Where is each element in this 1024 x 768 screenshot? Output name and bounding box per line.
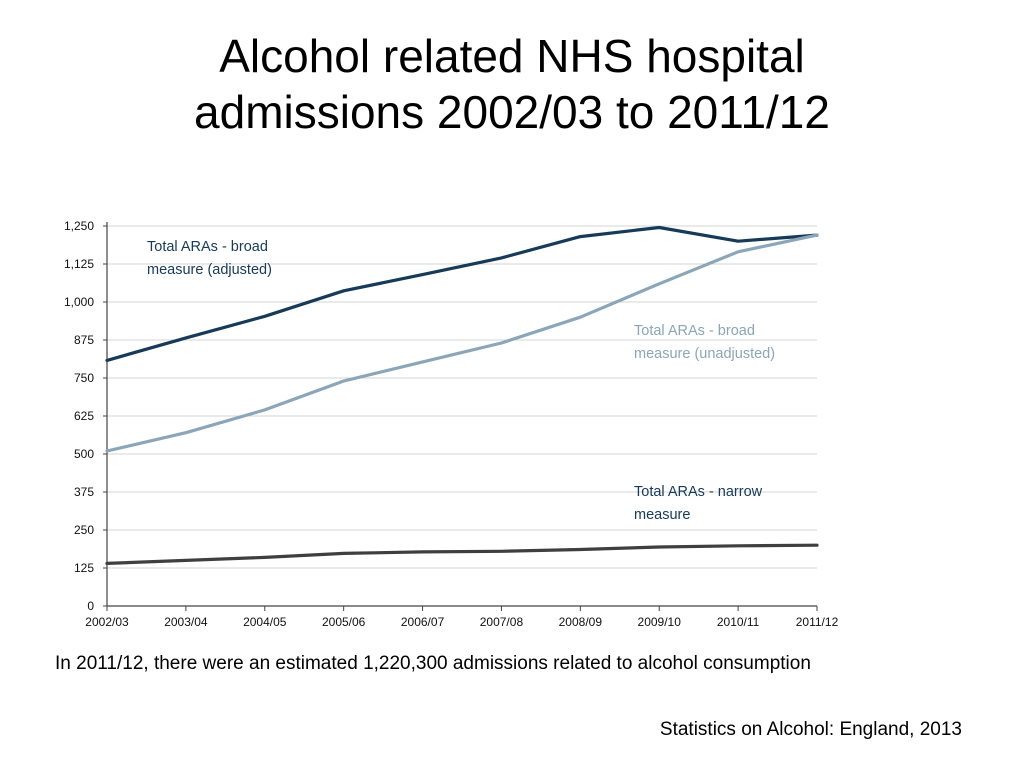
line-chart: 0 125 250 375 500 625 750 875 1,000 1,125 1,250 200… <box>64 219 839 629</box>
x-tick-label: 2004/05 <box>243 615 287 629</box>
y-tick-label: 375 <box>74 485 94 499</box>
series-line-narrow <box>105 543 819 565</box>
series-line-broad_adjusted <box>105 225 819 362</box>
series-annotation-broad_unadjusted: measure (unadjusted) <box>634 346 775 362</box>
x-tick-label: 2007/08 <box>480 615 524 629</box>
series-annotation-narrow: Total ARAs - narrow <box>634 484 763 500</box>
x-tick-label: 2005/06 <box>322 615 366 629</box>
y-tick-label: 625 <box>74 409 94 423</box>
x-tick-label: 2010/11 <box>717 615 760 629</box>
y-tick-label: 1,125 <box>64 257 94 271</box>
slide-title: Alcohol related NHS hospital admissions … <box>0 28 1024 140</box>
x-tick-label: 2009/10 <box>638 615 682 629</box>
x-tick-label: 2002/03 <box>85 615 129 629</box>
x-tick-label: 2008/09 <box>559 615 603 629</box>
series-annotation-broad_adjusted: Total ARAs - broad <box>147 239 268 255</box>
series-line-broad_unadjusted <box>105 233 819 453</box>
series-annotation-broad_unadjusted: Total ARAs - broad <box>634 323 755 339</box>
y-tick-label: 0 <box>87 599 94 613</box>
slide-title-line-1: Alcohol related NHS hospital <box>219 30 805 82</box>
series-annotation-narrow: measure <box>634 507 690 523</box>
chart-caption: In 2011/12, there were an estimated 1,22… <box>55 653 811 674</box>
x-tick-label: 2006/07 <box>401 615 445 629</box>
slide-title-line-2: admissions 2002/03 to 2011/12 <box>194 86 830 138</box>
y-tick-label: 750 <box>74 371 94 385</box>
y-tick-label: 250 <box>74 523 94 537</box>
y-tick-label: 1,250 <box>64 219 94 233</box>
y-tick-label: 125 <box>74 561 94 575</box>
series-annotation-broad_adjusted: measure (adjusted) <box>147 262 272 278</box>
y-tick-label: 875 <box>74 333 94 347</box>
source-note: Statistics on Alcohol: England, 2013 <box>659 719 962 740</box>
y-tick-label: 1,000 <box>64 295 94 309</box>
y-tick-label: 500 <box>74 447 94 461</box>
x-tick-label: 2003/04 <box>164 615 208 629</box>
x-tick-label: 2011/12 <box>796 615 839 629</box>
